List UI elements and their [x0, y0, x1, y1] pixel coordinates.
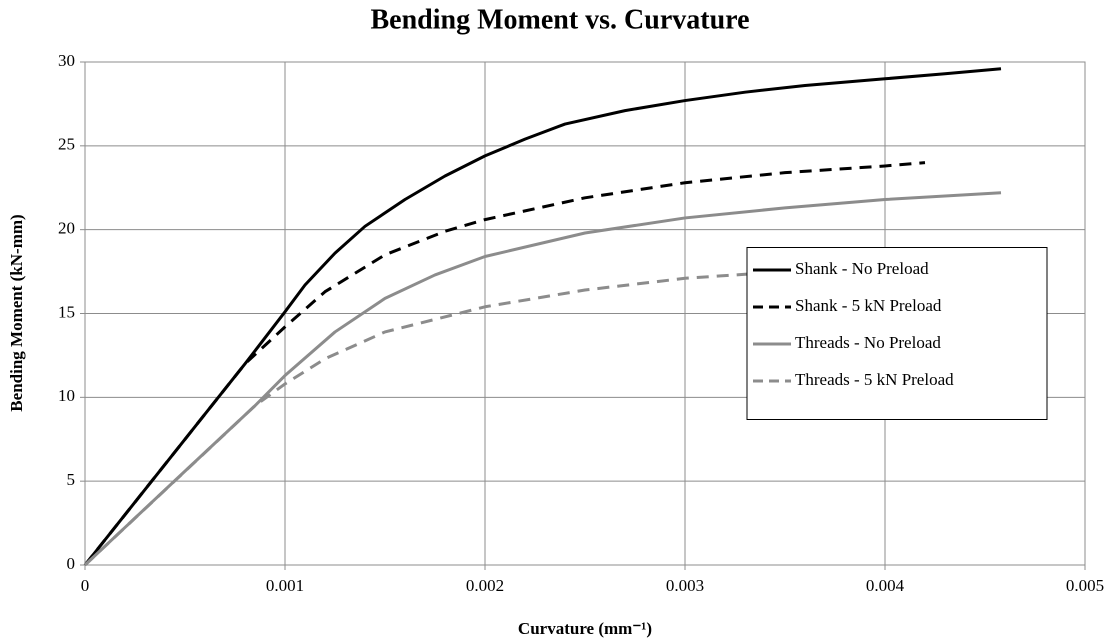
chart-title: Bending Moment vs. Curvature: [370, 4, 749, 35]
x-tick-label: 0.005: [1066, 576, 1104, 595]
line-series: [83, 191, 1002, 567]
y-tick-label: 25: [58, 135, 75, 154]
legend-label: Shank - 5 kN Preload: [795, 296, 942, 315]
line-series: [83, 161, 926, 566]
legend-label: Threads - 5 kN Preload: [795, 370, 954, 389]
y-tick-label: 10: [58, 386, 75, 405]
x-tick-label: 0.002: [466, 576, 504, 595]
y-tick-label: 15: [58, 302, 75, 321]
x-tick-label: 0.004: [866, 576, 905, 595]
y-tick-label: 30: [58, 51, 75, 70]
legend-label: Threads - No Preload: [795, 333, 941, 352]
plot-border: [84, 61, 1086, 566]
x-tick-label: 0.003: [666, 576, 704, 595]
y-tick-label: 20: [58, 219, 75, 238]
x-tick-label: 0: [81, 576, 90, 595]
x-axis-label: Curvature (mm⁻¹): [518, 619, 652, 638]
line-series: [83, 67, 1002, 566]
legend-box: [746, 247, 1048, 420]
x-tick-label: 0.001: [266, 576, 304, 595]
y-tick-label: 0: [67, 554, 76, 573]
y-axis-label: Bending Moment (kN-mm): [7, 214, 26, 411]
legend-label: Shank - No Preload: [795, 259, 929, 278]
y-tick-label: 5: [67, 470, 76, 489]
